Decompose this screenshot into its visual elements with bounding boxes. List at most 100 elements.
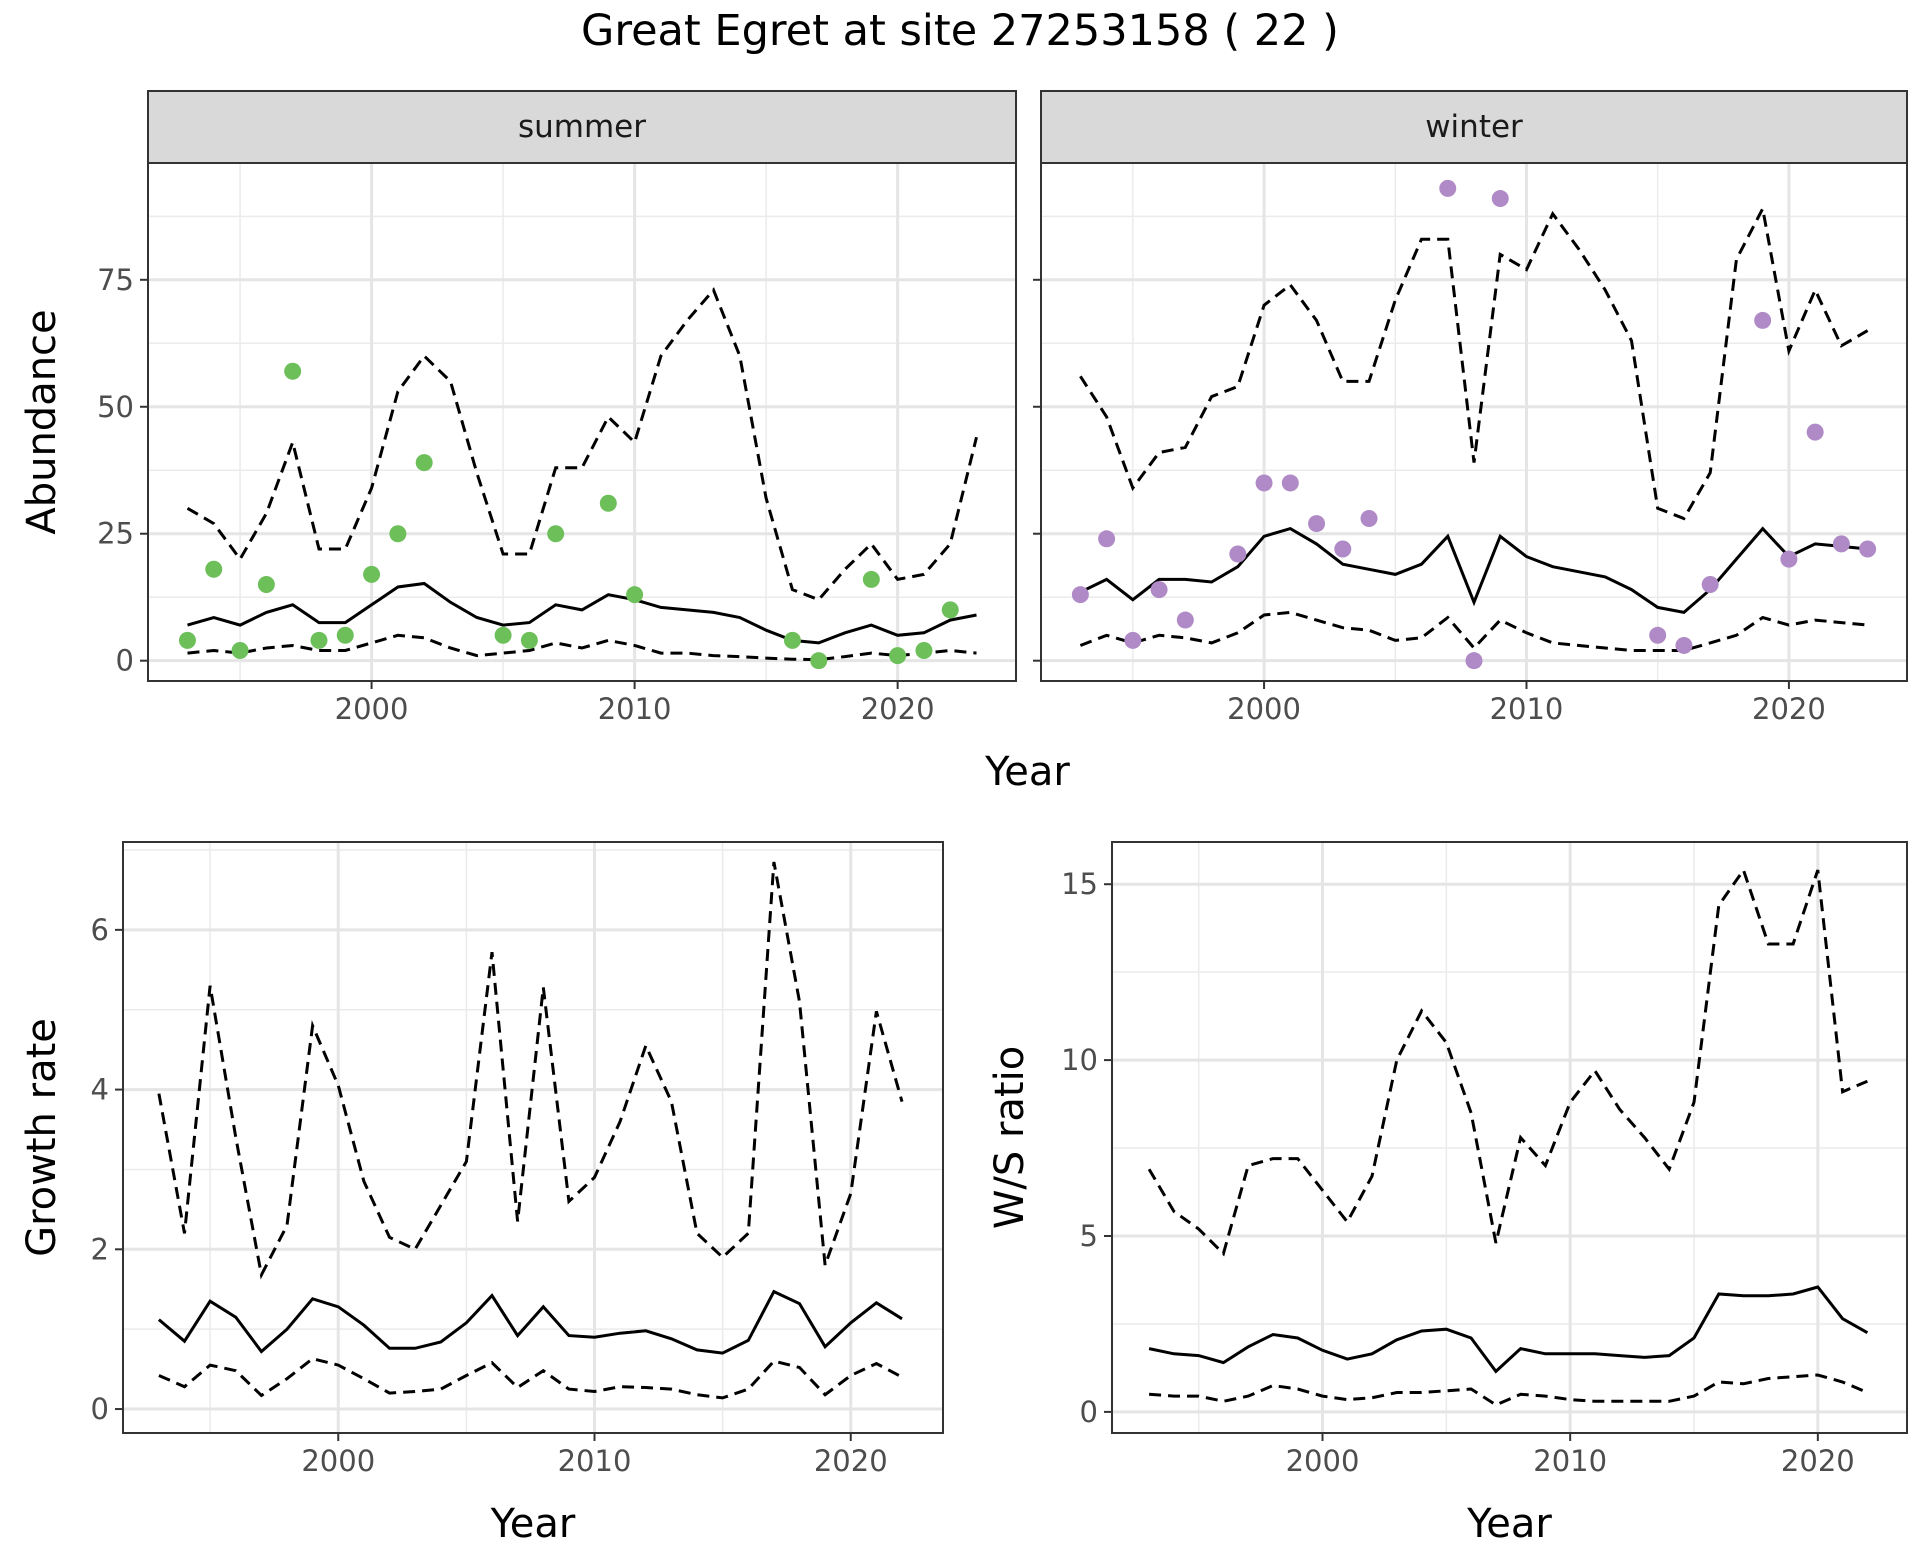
ws-y-axis-title: W/S ratio [987,1046,1033,1229]
summer-background [148,163,1016,681]
summer-data-point [547,525,565,543]
winter-data-point [1281,474,1299,492]
summer-data-point [363,565,381,583]
summer-data-point [626,586,644,604]
abundance-x-axis-title: Year [984,749,1070,795]
winter-data-point [1308,515,1326,533]
winter-data-point [1701,576,1719,594]
growth-border [122,841,944,1434]
summer-y-tick-label: 25 [97,517,134,551]
ws-mean-line [1148,1285,1869,1374]
summer-data-point [205,560,223,578]
summer-data-point [915,642,933,660]
winter-lower-line [1079,610,1868,652]
winter-data-point [1465,652,1483,670]
summer-strip [147,90,1017,164]
growth-panel: 2000 2010 2020 0 2 4 6 [91,841,944,1478]
growth-mean-line [157,1289,903,1355]
ws-y-tick-label: 10 [1061,1043,1098,1077]
winter-strip [1040,90,1908,164]
summer-y-tick-label: 75 [97,263,134,297]
ws-x-tick-label: 2010 [1533,1444,1607,1478]
winter-data-point [1491,190,1509,208]
winter-data-point [1360,509,1378,527]
ws-y-tick-label: 0 [1080,1395,1098,1429]
growth-background [123,842,943,1433]
growth-y-tick-label: 2 [91,1232,109,1266]
summer-y-tick-label: 50 [97,390,134,424]
winter-data-point [1098,530,1116,548]
summer-panel: 2000 2010 2020 0 25 50 75 summer [97,90,1017,726]
winter-data-point [1124,631,1142,649]
winter-x-tick-label: 2020 [1752,692,1826,726]
summer-data-point [336,626,354,644]
summer-data-point [941,601,959,619]
growth-y-axis-title: Growth rate [19,1018,65,1257]
summer-data-point [231,642,249,660]
figure-title: Great Egret at site 27253158 ( 22 ) [581,6,1339,56]
winter-data-point [1255,474,1273,492]
summer-data-point [520,631,538,649]
summer-data-point [494,626,512,644]
winter-data-point [1780,550,1798,568]
winter-data-point [1859,540,1877,558]
summer-mean-line [187,581,977,645]
growth-x-axis-title: Year [490,1501,576,1547]
summer-strip-label: summer [518,109,646,145]
winter-data-point [1439,179,1457,197]
ws-upper-line [1147,866,1868,1257]
winter-data-point [1176,611,1194,629]
growth-x-tick-label: 2000 [301,1444,375,1478]
ws-x-tick-label: 2000 [1286,1444,1360,1478]
summer-data-point [310,631,328,649]
summer-data-point [284,362,302,380]
ws-y-tick-label: 15 [1061,867,1098,901]
winter-data-point [1806,423,1824,441]
ws-background [1112,842,1907,1433]
summer-upper-line [186,287,978,602]
winter-upper-line [1079,204,1869,521]
winter-panel: 2000 2010 2020 winter [1033,90,1908,726]
ws-y-tick-label: 5 [1080,1219,1098,1253]
summer-data-point [599,494,617,512]
winter-x-tick-label: 2010 [1490,692,1564,726]
summer-x-tick-label: 2010 [598,692,672,726]
growth-y-tick-label: 4 [91,1073,109,1107]
winter-data-point [1649,626,1667,644]
summer-data-point [389,525,407,543]
winter-x-tick-label: 2000 [1227,692,1301,726]
summer-data-point [257,576,275,594]
growth-y-tick-label: 6 [91,913,109,947]
growth-x-tick-label: 2020 [814,1444,888,1478]
winter-data-point [1150,581,1168,599]
winter-data-point [1229,545,1247,563]
winter-strip-label: winter [1425,109,1523,145]
ws-border [1111,841,1908,1434]
growth-y-tick-label: 0 [91,1392,109,1426]
winter-data-point [1071,586,1089,604]
winter-data-point [1675,636,1693,654]
summer-data-point [810,652,828,670]
winter-data-point [1334,540,1352,558]
summer-data-point [415,454,433,472]
summer-data-point [783,631,801,649]
abundance-y-axis-title: Abundance [19,309,65,534]
ws-x-tick-label: 2020 [1781,1444,1855,1478]
ws-x-axis-title: Year [1466,1501,1552,1547]
growth-upper-line [157,861,904,1280]
winter-data-point [1832,535,1850,553]
summer-y-tick-label: 0 [116,644,134,678]
winter-data-point [1754,311,1772,329]
winter-mean-line [1079,526,1868,615]
summer-x-tick-label: 2000 [335,692,409,726]
growth-x-tick-label: 2010 [558,1444,632,1478]
ws-panel: 2000 2010 2020 0 5 10 15 [1061,841,1908,1478]
summer-lower-line [187,633,977,662]
ws-lower-line [1148,1373,1868,1407]
summer-data-point [889,647,907,665]
summer-x-tick-label: 2020 [861,692,935,726]
summer-data-point [178,631,196,649]
winter-background [1041,163,1907,681]
